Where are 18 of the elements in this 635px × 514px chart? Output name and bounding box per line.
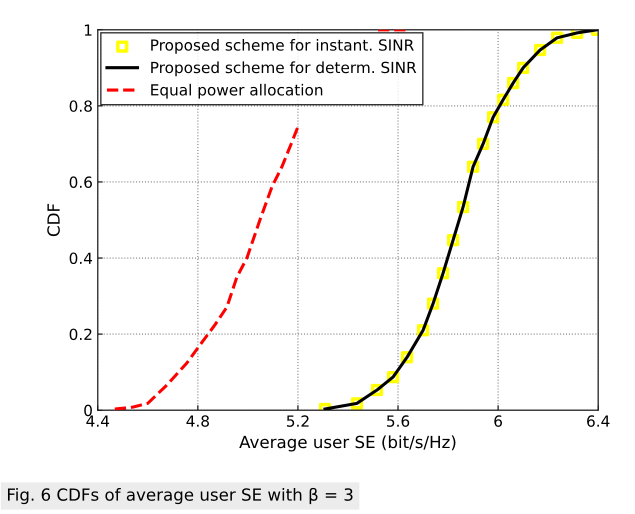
y-tick-label: 0.2 [70, 328, 92, 340]
y-tick-label: 1 [84, 24, 92, 36]
x-tick-label: 6 [494, 415, 502, 427]
x-tick-label: 4.4 [86, 416, 110, 427]
y-tick-label: 0 [84, 404, 92, 416]
y-axis-title: CDF [47, 204, 60, 236]
legend-label: Proposed scheme for determ. SINR [151, 61, 416, 76]
x-tick-label: 4.8 [186, 415, 209, 427]
x-tick-label: 5.6 [387, 415, 410, 427]
y-tick-label: 0.6 [70, 176, 92, 188]
y-tick-label: 0.8 [70, 100, 92, 112]
legend-label: Proposed scheme for instant. SINR [151, 38, 414, 54]
y-tick-label: 0.4 [70, 252, 92, 264]
x-axis-title: Average user SE (bit/s/Hz) [239, 435, 456, 452]
caption: Fig. 6 CDFs of average user SE with β = 3 [8, 488, 353, 504]
x-tick-label: 6.4 [587, 415, 610, 427]
x-tick-label: 5.2 [286, 415, 309, 427]
legend-label: Equal power allocation [151, 84, 322, 99]
